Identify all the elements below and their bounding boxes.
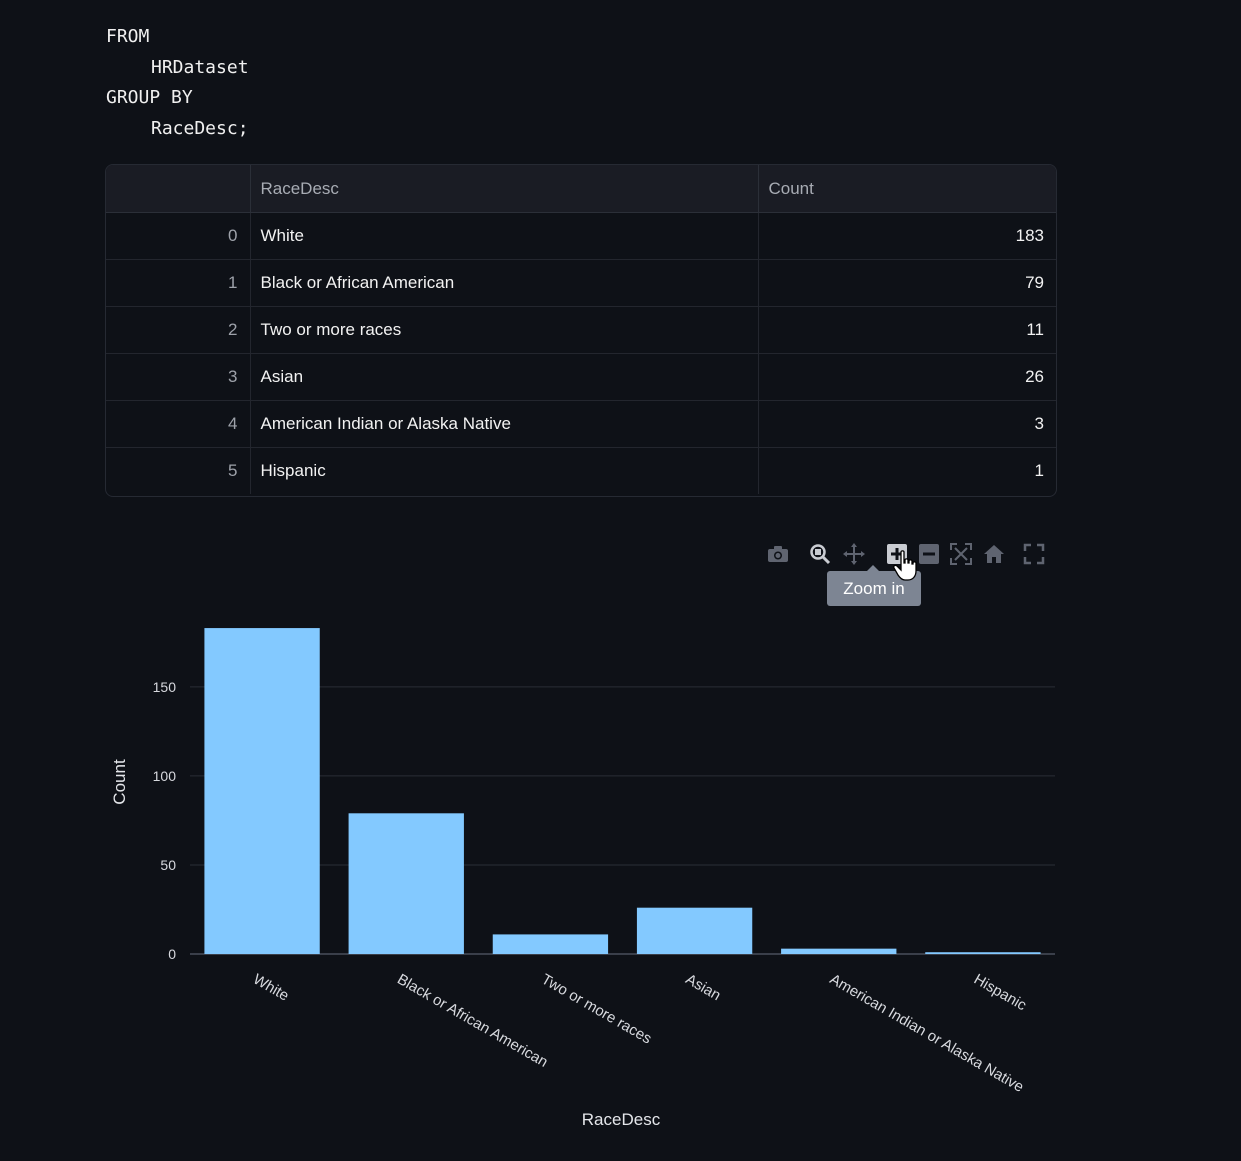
x-tick-label: White xyxy=(250,971,292,1005)
y-tick-label: 100 xyxy=(153,768,177,784)
bar[interactable] xyxy=(636,907,753,954)
table-row[interactable]: 4 American Indian or Alaska Native 3 xyxy=(106,400,1056,448)
y-axis-title: Count xyxy=(110,759,129,805)
count-cell: 3 xyxy=(758,400,1056,448)
y-tick-label: 50 xyxy=(160,857,176,873)
result-table: RaceDesc Count 0 White 183 1 Black or Africa… xyxy=(105,164,1057,497)
x-tick-label: Asian xyxy=(683,971,724,1004)
bar[interactable] xyxy=(204,628,320,954)
count-column-header[interactable]: Count xyxy=(758,165,1056,213)
y-tick-label: 0 xyxy=(168,946,176,962)
code-line: FROM xyxy=(106,26,150,47)
hand-cursor-icon xyxy=(893,550,921,587)
pan-icon[interactable] xyxy=(843,543,865,565)
y-tick-label: 150 xyxy=(153,679,177,695)
sql-code-block: FROM HRDataset GROUP BY RaceDesc; xyxy=(106,22,249,144)
table-row[interactable]: 0 White 183 xyxy=(106,212,1056,260)
row-index-cell: 0 xyxy=(106,212,251,260)
bar[interactable] xyxy=(492,934,609,954)
table-row[interactable]: 1 Black or African American 79 xyxy=(106,259,1056,307)
row-index-cell: 4 xyxy=(106,400,251,448)
racedesc-cell: Two or more races xyxy=(250,306,759,354)
count-cell: 11 xyxy=(758,306,1056,354)
table-row[interactable]: 5 Hispanic 1 xyxy=(106,447,1056,494)
bar-chart[interactable]: 0 50 100 150 White Black or African AmericanT… xyxy=(0,600,1241,1161)
zoom-icon[interactable] xyxy=(809,543,831,565)
x-tick-label: Two or more races xyxy=(538,971,654,1048)
count-cell: 1 xyxy=(1034,461,1044,480)
fullscreen-icon[interactable] xyxy=(1023,543,1045,565)
table-row[interactable]: 3 Asian 26 xyxy=(106,353,1056,401)
zoom-out-icon[interactable] xyxy=(918,543,940,565)
racedesc-cell: American Indian or Alaska Native xyxy=(250,400,759,448)
table-header-row: RaceDesc Count xyxy=(106,165,1056,213)
home-icon[interactable] xyxy=(983,543,1005,565)
racedesc-column-header[interactable]: RaceDesc xyxy=(250,165,759,213)
table-row[interactable]: 2 Two or more races 11 xyxy=(106,306,1056,354)
bar[interactable] xyxy=(925,952,1041,954)
racedesc-cell: Black or African American xyxy=(250,259,759,307)
bar[interactable] xyxy=(781,948,897,954)
count-cell: 26 xyxy=(758,353,1056,401)
code-line: RaceDesc; xyxy=(151,117,249,139)
bar[interactable] xyxy=(348,813,464,954)
row-index-cell: 5 xyxy=(106,447,251,494)
x-tick-label: Hispanic xyxy=(971,971,1030,1015)
index-column-header[interactable] xyxy=(106,165,251,213)
row-index-cell: 3 xyxy=(106,353,251,401)
row-index-cell: 1 xyxy=(106,259,251,307)
count-cell: 183 xyxy=(758,212,1056,260)
count-cell: 79 xyxy=(758,259,1056,307)
x-tick-label: Black or African American xyxy=(394,971,551,1071)
racedesc-cell: Asian xyxy=(250,353,759,401)
racedesc-cell: Hispanic xyxy=(250,447,759,494)
row-index-cell: 2 xyxy=(106,306,251,354)
racedesc-cell: White xyxy=(250,212,759,260)
code-line: GROUP BY xyxy=(106,87,193,108)
x-axis-title: RaceDesc xyxy=(582,1110,661,1129)
autoscale-icon[interactable] xyxy=(950,543,972,565)
code-line: HRDataset xyxy=(151,56,249,78)
camera-icon[interactable] xyxy=(767,543,789,565)
